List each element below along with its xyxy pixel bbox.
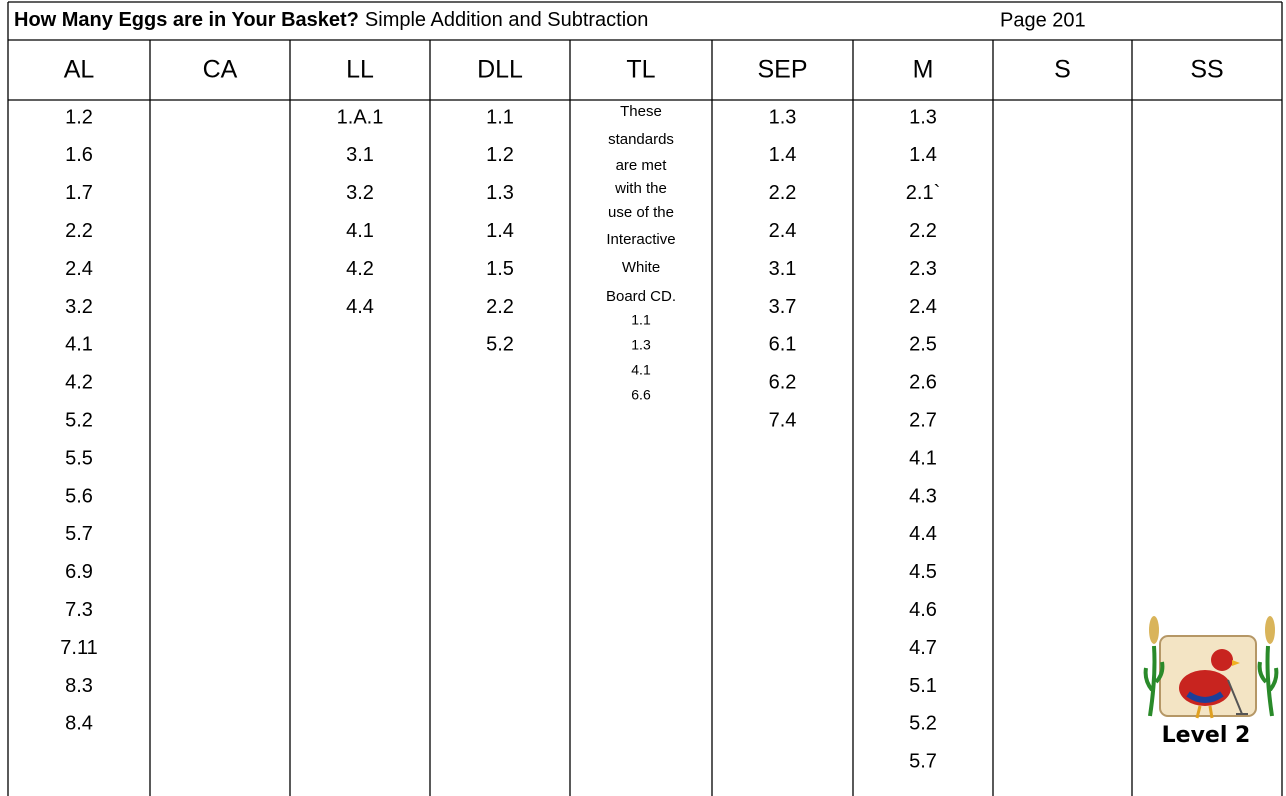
standard-code: 7.4	[769, 409, 797, 431]
standard-code: 1.5	[486, 258, 514, 280]
column-header: M	[913, 56, 934, 84]
standard-code: 3.1	[346, 144, 374, 166]
standard-code: 2.2	[909, 220, 937, 242]
column-header: DLL	[477, 56, 523, 84]
column-header: CA	[203, 56, 238, 84]
standard-code: 6.2	[769, 372, 797, 394]
standard-code: 2.2	[486, 296, 514, 318]
standard-code: 4.2	[346, 258, 374, 280]
column-header: SEP	[757, 56, 807, 84]
standard-code: 3.2	[65, 296, 93, 318]
note-line: These	[620, 103, 662, 120]
standard-code: 5.2	[486, 334, 514, 356]
standard-code: 2.2	[65, 220, 93, 242]
title-bold: How Many Eggs are in Your Basket?	[14, 9, 359, 31]
standard-code: 7.11	[60, 637, 97, 659]
standard-code: 2.4	[909, 296, 937, 318]
column-header: LL	[346, 56, 374, 84]
standard-code: 1.4	[909, 144, 937, 166]
standard-code: 4.1	[631, 362, 651, 378]
column-header: SS	[1190, 56, 1223, 84]
standard-code: 7.3	[65, 599, 93, 621]
standard-code: 1.6	[65, 144, 93, 166]
standard-code: 5.5	[65, 447, 93, 469]
standard-code: 6.6	[631, 387, 651, 403]
title-rest: Simple Addition and Subtraction	[365, 9, 649, 31]
badge-icon	[1143, 616, 1279, 719]
standard-code: 1.3	[486, 182, 514, 204]
standard-code: 1.7	[65, 182, 93, 204]
standard-code: 3.7	[769, 296, 797, 318]
standard-code: 1.3	[909, 106, 937, 128]
standard-code: 4.2	[65, 372, 93, 394]
note-line: White	[622, 259, 660, 276]
standard-code: 3.1	[769, 258, 797, 280]
standard-code: 1.4	[769, 144, 797, 166]
standard-code: 4.1	[909, 447, 937, 469]
standard-code: 6.9	[65, 561, 93, 583]
standard-code: 2.2	[769, 182, 797, 204]
standard-code: 4.4	[909, 523, 937, 545]
standard-code: 4.7	[909, 637, 937, 659]
note-line: are met	[616, 157, 668, 174]
standard-code: 3.2	[346, 182, 374, 204]
note-line: Board CD.	[606, 288, 676, 305]
standard-code: 1.4	[486, 220, 514, 242]
standard-code: 4.4	[346, 296, 374, 318]
title: How Many Eggs are in Your Basket? Simple …	[14, 9, 648, 31]
standard-code: 5.2	[909, 713, 937, 735]
standard-code: 5.7	[65, 523, 93, 545]
note-line: standards	[608, 131, 674, 148]
standard-code: 5.6	[65, 485, 93, 507]
standard-code: 2.5	[909, 334, 937, 356]
column-header: S	[1054, 56, 1071, 84]
standard-code: 8.4	[65, 713, 93, 735]
note-line: use of the	[608, 204, 674, 221]
standard-code: 4.1	[65, 334, 93, 356]
column-header: AL	[64, 56, 95, 84]
standard-code: 1.1	[631, 312, 651, 328]
standard-code: 2.6	[909, 372, 937, 394]
standard-code: 2.1`	[906, 182, 940, 204]
badge-label: Level 2	[1162, 723, 1251, 748]
standard-code: 1.3	[769, 106, 797, 128]
standard-code: 2.7	[909, 409, 937, 431]
page-number: Page 201	[1000, 9, 1086, 31]
standard-code: 2.3	[909, 258, 937, 280]
standard-code: 1.2	[486, 144, 514, 166]
note-line: Interactive	[606, 231, 675, 248]
standard-code: 2.4	[769, 220, 797, 242]
standard-code: 4.3	[909, 485, 937, 507]
note-line: with the	[614, 180, 667, 197]
standard-code: 5.1	[909, 675, 937, 697]
standard-code: 1.1	[486, 106, 514, 128]
standard-code: 4.5	[909, 561, 937, 583]
standard-code: 4.1	[346, 220, 374, 242]
standard-code: 4.6	[909, 599, 937, 621]
standard-code: 8.3	[65, 675, 93, 697]
standard-code: 1.3	[631, 337, 651, 353]
column-header: TL	[626, 56, 655, 84]
standard-code: 1.A.1	[337, 106, 384, 128]
standard-code: 5.2	[65, 409, 93, 431]
standard-code: 6.1	[769, 334, 797, 356]
standard-code: 5.7	[909, 751, 937, 773]
standard-code: 1.2	[65, 106, 93, 128]
standard-code: 2.4	[65, 258, 93, 280]
